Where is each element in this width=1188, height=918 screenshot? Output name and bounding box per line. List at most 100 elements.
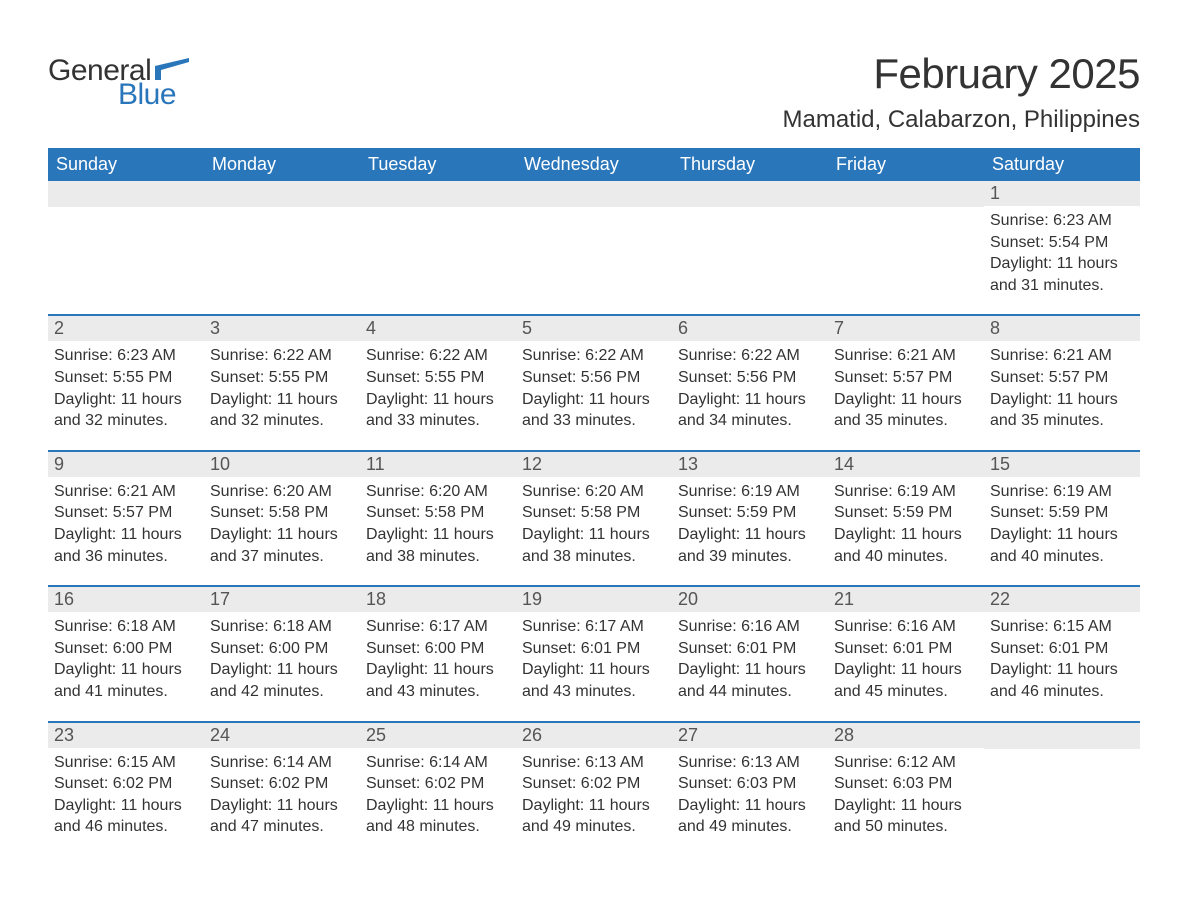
sunrise-text: Sunrise: 6:20 AM [366, 481, 510, 503]
day-cell: 25Sunrise: 6:14 AMSunset: 6:02 PMDayligh… [360, 723, 516, 856]
sunset-text: Sunset: 6:02 PM [54, 773, 198, 795]
day-number: 21 [828, 587, 984, 612]
day-number [516, 181, 672, 207]
day-number: 11 [360, 452, 516, 477]
dow-tuesday: Tuesday [360, 148, 516, 181]
day-number: 17 [204, 587, 360, 612]
day-body: Sunrise: 6:23 AMSunset: 5:55 PMDaylight:… [54, 345, 198, 431]
daylight-text-1: Daylight: 11 hours [522, 659, 666, 681]
sunset-text: Sunset: 6:02 PM [366, 773, 510, 795]
sunset-text: Sunset: 6:01 PM [522, 638, 666, 660]
day-number: 25 [360, 723, 516, 748]
day-body: Sunrise: 6:15 AMSunset: 6:01 PMDaylight:… [990, 616, 1134, 702]
dow-friday: Friday [828, 148, 984, 181]
daylight-text-2: and 46 minutes. [54, 816, 198, 838]
day-cell: 19Sunrise: 6:17 AMSunset: 6:01 PMDayligh… [516, 587, 672, 720]
day-number: 26 [516, 723, 672, 748]
sunset-text: Sunset: 6:01 PM [990, 638, 1134, 660]
sunset-text: Sunset: 6:02 PM [210, 773, 354, 795]
dow-thursday: Thursday [672, 148, 828, 181]
day-body: Sunrise: 6:18 AMSunset: 6:00 PMDaylight:… [54, 616, 198, 702]
dow-header-row: Sunday Monday Tuesday Wednesday Thursday… [48, 148, 1140, 181]
day-cell: 21Sunrise: 6:16 AMSunset: 6:01 PMDayligh… [828, 587, 984, 720]
day-cell: 22Sunrise: 6:15 AMSunset: 6:01 PMDayligh… [984, 587, 1140, 720]
day-body: Sunrise: 6:22 AMSunset: 5:55 PMDaylight:… [366, 345, 510, 431]
daylight-text-1: Daylight: 11 hours [522, 389, 666, 411]
day-body: Sunrise: 6:13 AMSunset: 6:02 PMDaylight:… [522, 752, 666, 838]
day-number: 3 [204, 316, 360, 341]
sunset-text: Sunset: 5:59 PM [834, 502, 978, 524]
sunrise-text: Sunrise: 6:22 AM [366, 345, 510, 367]
daylight-text-2: and 37 minutes. [210, 546, 354, 568]
day-cell: 6Sunrise: 6:22 AMSunset: 5:56 PMDaylight… [672, 316, 828, 449]
day-cell: 5Sunrise: 6:22 AMSunset: 5:56 PMDaylight… [516, 316, 672, 449]
daylight-text-2: and 48 minutes. [366, 816, 510, 838]
day-body: Sunrise: 6:15 AMSunset: 6:02 PMDaylight:… [54, 752, 198, 838]
calendar-page: General Blue February 2025 Mamatid, Cala… [0, 0, 1188, 896]
daylight-text-2: and 49 minutes. [678, 816, 822, 838]
day-cell: 2Sunrise: 6:23 AMSunset: 5:55 PMDaylight… [48, 316, 204, 449]
day-number [828, 181, 984, 207]
daylight-text-2: and 40 minutes. [990, 546, 1134, 568]
sunset-text: Sunset: 5:55 PM [366, 367, 510, 389]
title-block: February 2025 Mamatid, Calabarzon, Phili… [782, 50, 1140, 134]
sunset-text: Sunset: 5:57 PM [54, 502, 198, 524]
day-cell [204, 181, 360, 314]
daylight-text-2: and 43 minutes. [366, 681, 510, 703]
day-cell: 15Sunrise: 6:19 AMSunset: 5:59 PMDayligh… [984, 452, 1140, 585]
sunset-text: Sunset: 5:56 PM [678, 367, 822, 389]
daylight-text-1: Daylight: 11 hours [54, 795, 198, 817]
day-body: Sunrise: 6:19 AMSunset: 5:59 PMDaylight:… [834, 481, 978, 567]
sunrise-text: Sunrise: 6:19 AM [990, 481, 1134, 503]
day-number [48, 181, 204, 207]
sunset-text: Sunset: 6:01 PM [834, 638, 978, 660]
day-cell: 1Sunrise: 6:23 AMSunset: 5:54 PMDaylight… [984, 181, 1140, 314]
daylight-text-1: Daylight: 11 hours [678, 389, 822, 411]
day-body: Sunrise: 6:21 AMSunset: 5:57 PMDaylight:… [54, 481, 198, 567]
daylight-text-2: and 47 minutes. [210, 816, 354, 838]
day-number: 5 [516, 316, 672, 341]
header: General Blue February 2025 Mamatid, Cala… [48, 50, 1140, 134]
sunset-text: Sunset: 5:58 PM [366, 502, 510, 524]
day-number: 7 [828, 316, 984, 341]
sunset-text: Sunset: 6:03 PM [678, 773, 822, 795]
daylight-text-1: Daylight: 11 hours [990, 253, 1134, 275]
daylight-text-2: and 41 minutes. [54, 681, 198, 703]
day-number [360, 181, 516, 207]
daylight-text-1: Daylight: 11 hours [54, 524, 198, 546]
day-number: 14 [828, 452, 984, 477]
day-cell: 14 Sunrise: 6:19 AMSunset: 5:59 PMDayligh… [828, 452, 984, 585]
daylight-text-1: Daylight: 11 hours [366, 795, 510, 817]
daylight-text-2: and 32 minutes. [210, 410, 354, 432]
sunrise-text: Sunrise: 6:21 AM [834, 345, 978, 367]
daylight-text-1: Daylight: 11 hours [54, 659, 198, 681]
daylight-text-1: Daylight: 11 hours [678, 795, 822, 817]
week-row: 2Sunrise: 6:23 AMSunset: 5:55 PMDaylight… [48, 314, 1140, 449]
sunrise-text: Sunrise: 6:22 AM [678, 345, 822, 367]
day-number: 28 [828, 723, 984, 748]
day-cell [360, 181, 516, 314]
daylight-text-2: and 46 minutes. [990, 681, 1134, 703]
day-cell: 16Sunrise: 6:18 AMSunset: 6:00 PMDayligh… [48, 587, 204, 720]
sunset-text: Sunset: 5:55 PM [54, 367, 198, 389]
month-title: February 2025 [782, 50, 1140, 98]
day-number: 13 [672, 452, 828, 477]
sunrise-text: Sunrise: 6:12 AM [834, 752, 978, 774]
daylight-text-2: and 38 minutes. [522, 546, 666, 568]
day-cell: 24Sunrise: 6:14 AMSunset: 6:02 PMDayligh… [204, 723, 360, 856]
daylight-text-2: and 44 minutes. [678, 681, 822, 703]
dow-saturday: Saturday [984, 148, 1140, 181]
day-number: 12 [516, 452, 672, 477]
week-row: 16Sunrise: 6:18 AMSunset: 6:00 PMDayligh… [48, 585, 1140, 720]
day-body: Sunrise: 6:13 AMSunset: 6:03 PMDaylight:… [678, 752, 822, 838]
daylight-text-2: and 34 minutes. [678, 410, 822, 432]
day-number: 10 [204, 452, 360, 477]
dow-monday: Monday [204, 148, 360, 181]
calendar-grid: Sunday Monday Tuesday Wednesday Thursday… [48, 148, 1140, 856]
daylight-text-2: and 36 minutes. [54, 546, 198, 568]
sunset-text: Sunset: 5:58 PM [522, 502, 666, 524]
day-number: 15 [984, 452, 1140, 477]
day-cell: 11Sunrise: 6:20 AMSunset: 5:58 PMDayligh… [360, 452, 516, 585]
day-number: 9 [48, 452, 204, 477]
daylight-text-1: Daylight: 11 hours [522, 524, 666, 546]
